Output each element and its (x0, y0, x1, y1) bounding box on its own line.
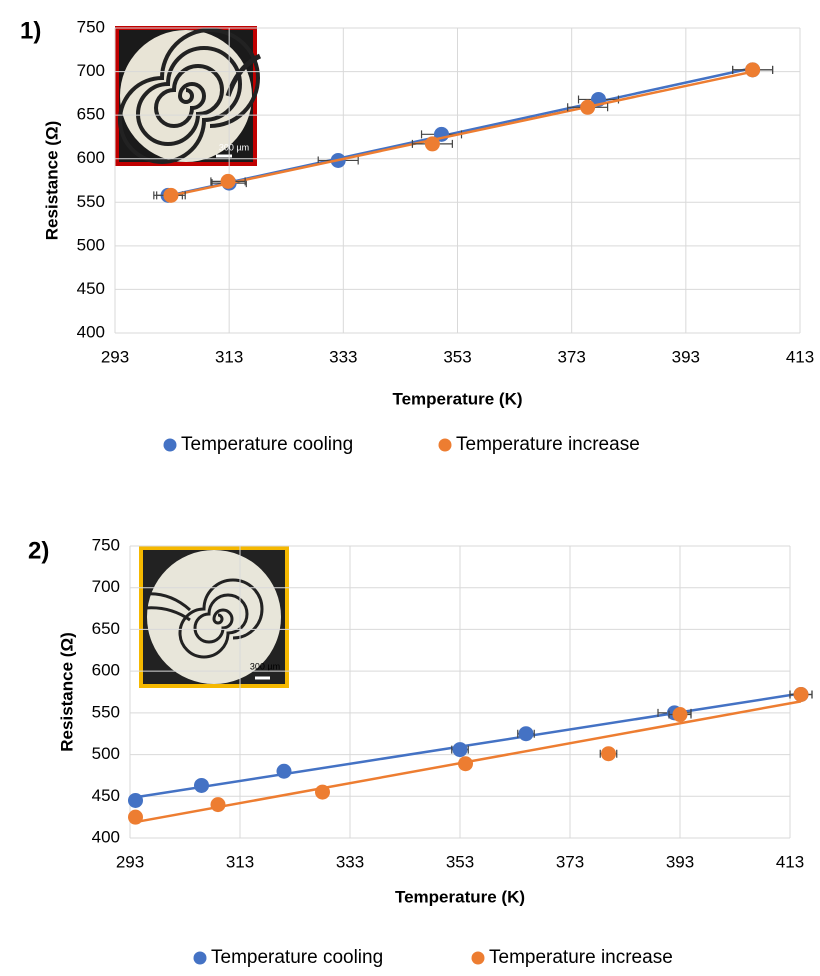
x-tick-label: 373 (556, 852, 584, 871)
x-tick-label: 333 (336, 852, 364, 871)
point (745, 62, 761, 78)
x-tick-label: 373 (557, 347, 585, 366)
x-tick-label: 393 (672, 347, 700, 366)
point (276, 763, 292, 779)
trendline (135, 692, 802, 799)
point (194, 777, 209, 793)
inset-scale: 300 µm (219, 142, 249, 152)
x-axis-title: Temperature (K) (395, 887, 525, 906)
point (163, 187, 179, 203)
x-tick-label: 353 (446, 852, 474, 871)
y-axis-title: Resistance (Ω) (57, 632, 76, 751)
y-tick-label: 400 (77, 322, 105, 341)
point (518, 726, 534, 742)
x-tick-label: 313 (215, 347, 243, 366)
y-tick-label: 450 (92, 786, 120, 805)
legend-label: Temperature cooling (181, 434, 353, 455)
y-tick-label: 650 (77, 105, 105, 124)
point (458, 756, 473, 772)
inset-image (115, 26, 262, 166)
x-tick-label: 393 (666, 852, 694, 871)
y-tick-label: 600 (92, 661, 120, 680)
panel-label: 2) (28, 537, 49, 564)
legend-label: Temperature increase (456, 434, 640, 455)
legend-label: Temperature cooling (211, 947, 383, 968)
y-tick-label: 750 (77, 17, 105, 36)
inset-image (139, 546, 289, 688)
legend-marker (193, 951, 207, 965)
x-tick-label: 293 (101, 347, 129, 366)
point (580, 99, 596, 115)
x-tick-label: 293 (116, 852, 144, 871)
charts: 400 450 500 550 600 650 700 750 293 313 333 353 373 3… (20, 17, 814, 968)
y-tick-label: 500 (92, 744, 120, 763)
y-tick-label: 450 (77, 279, 105, 298)
y-axis-title: Resistance (Ω) (42, 121, 61, 240)
point (672, 707, 688, 723)
x-axis-title: Temperature (K) (392, 389, 522, 408)
x-tick-label: 353 (443, 347, 471, 366)
y-tick-label: 700 (77, 61, 105, 80)
point (128, 809, 143, 825)
y-tick-label: 650 (92, 619, 120, 638)
y-tick-label: 400 (92, 827, 120, 846)
x-tick-label: 413 (786, 347, 814, 366)
point (452, 742, 468, 758)
x-tick-label: 313 (226, 852, 254, 871)
inset-scale: 300 µm (250, 661, 280, 671)
y-tick-label: 750 (92, 535, 120, 554)
point (128, 792, 143, 808)
legend-marker (438, 438, 452, 452)
point (793, 687, 809, 703)
point (210, 797, 226, 813)
y-tick-label: 550 (92, 702, 120, 721)
trendline (170, 70, 753, 197)
panel-label: 1) (20, 17, 41, 44)
y-tick-label: 600 (77, 148, 105, 167)
y-tick-label: 500 (77, 235, 105, 254)
legend-label: Temperature increase (489, 947, 673, 968)
x-tick-label: 413 (776, 852, 804, 871)
y-tick-label: 550 (77, 192, 105, 211)
point (315, 784, 330, 800)
legend-marker (163, 438, 177, 452)
point (424, 136, 440, 152)
point (601, 746, 616, 762)
point (220, 173, 236, 189)
legend-marker (471, 951, 485, 965)
x-tick-label: 333 (329, 347, 357, 366)
y-tick-label: 700 (92, 577, 120, 596)
